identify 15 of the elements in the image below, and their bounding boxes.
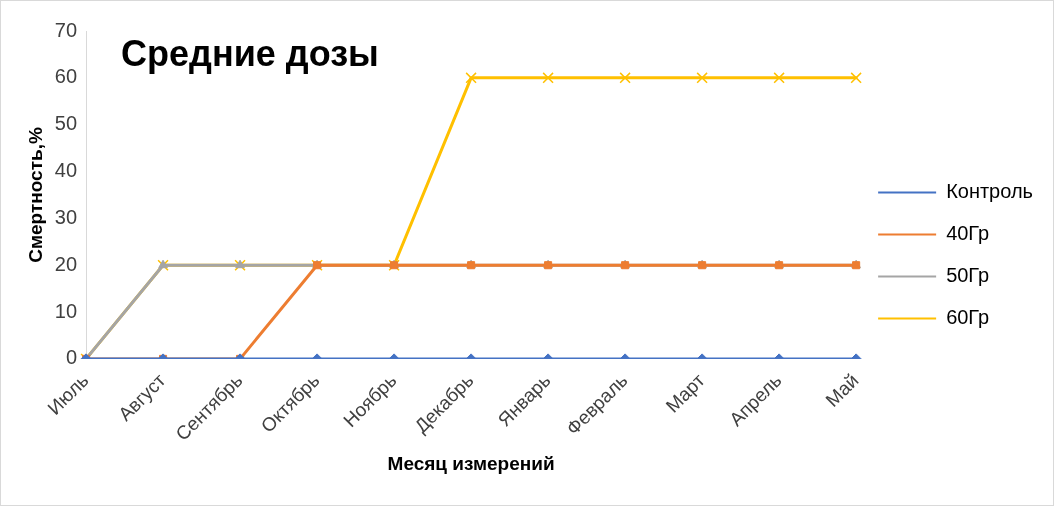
x-axis-title: Месяц измерений	[387, 452, 555, 474]
legend-label: 40Гр	[946, 222, 990, 245]
y-tick-label: 20	[54, 252, 78, 275]
y-tick-label: 50	[54, 112, 78, 135]
y-tick-label: 10	[54, 299, 78, 322]
y-tick-label: 60	[54, 65, 78, 88]
legend-label: 50Гр	[946, 264, 990, 287]
y-tick-label: 70	[54, 18, 78, 41]
y-tick-label: 40	[54, 159, 78, 182]
y-tick-label: 30	[54, 205, 78, 228]
chart-title: Средние дозы	[121, 32, 379, 74]
y-tick-label: 0	[65, 346, 78, 369]
y-axis-title: Смертность,%	[24, 127, 46, 263]
legend-label: 60Гр	[946, 306, 990, 329]
legend-label: Контроль	[946, 180, 1033, 203]
